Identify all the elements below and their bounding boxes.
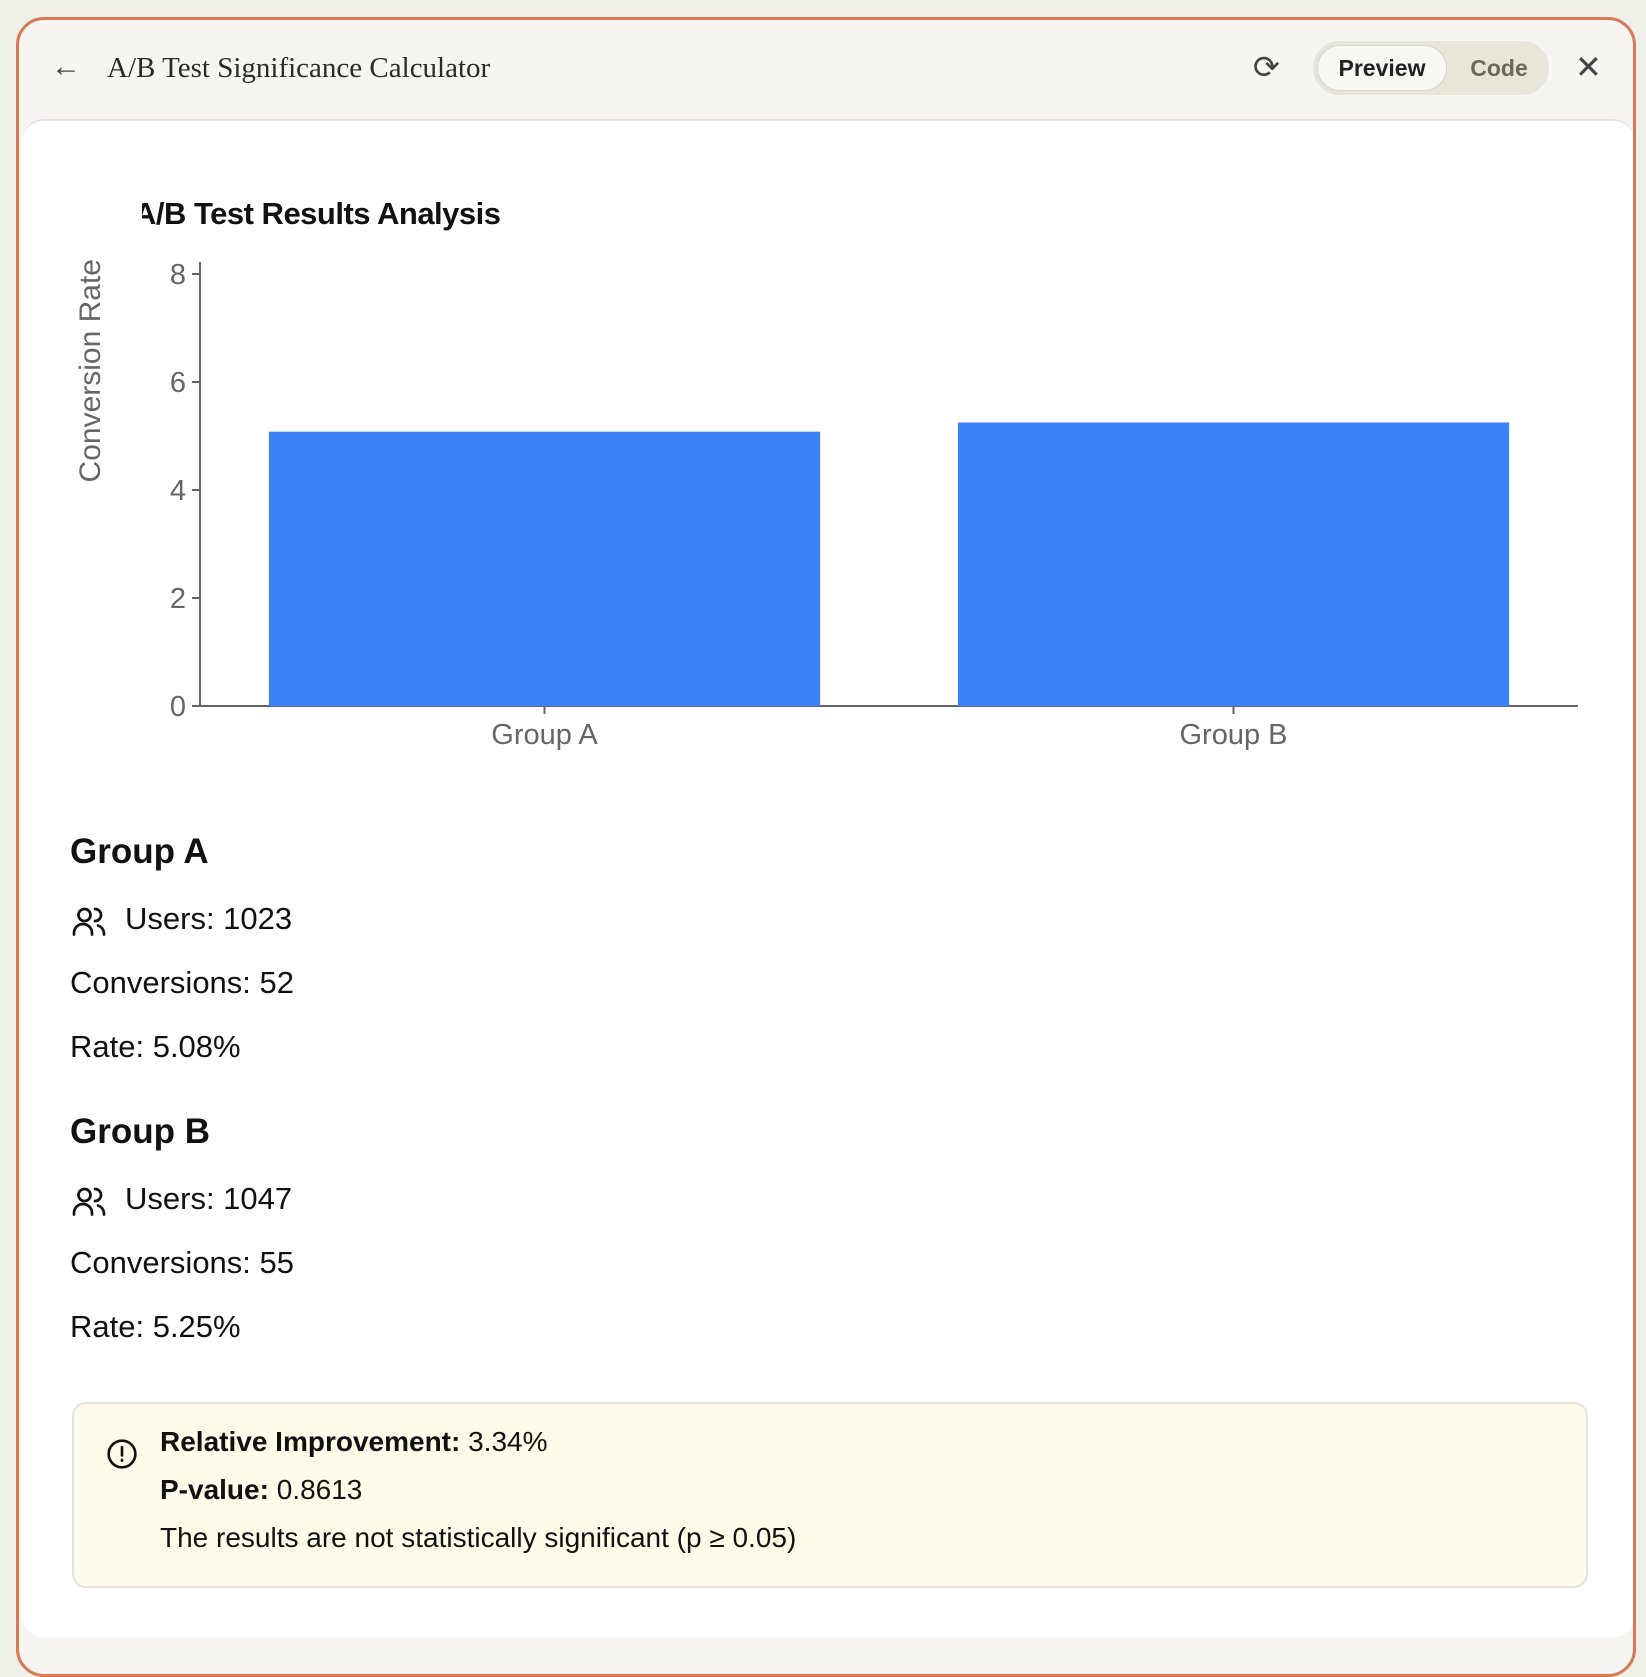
group-a-conversions: Conversions: 52 bbox=[70, 965, 295, 1000]
y-tick-label: 8 bbox=[170, 259, 186, 291]
result-alert: Relative Improvement: 3.34% P-value: 0.8… bbox=[72, 1402, 1588, 1588]
section-title: A/B Test Results Analysis bbox=[134, 196, 501, 231]
back-arrow-icon[interactable]: ← bbox=[51, 50, 81, 83]
window-title: A/B Test Significance Calculator bbox=[107, 52, 491, 84]
improvement-label: Relative Improvement: bbox=[160, 1426, 461, 1457]
improvement-value: 3.34% bbox=[460, 1426, 548, 1457]
group-b-rate: Rate: 5.25% bbox=[70, 1309, 241, 1344]
bar-group-b bbox=[957, 422, 1510, 706]
group-b-heading: Group B bbox=[70, 1112, 210, 1151]
significance-message: The results are not statistically signif… bbox=[160, 1522, 797, 1553]
alert-circle-icon bbox=[107, 1439, 137, 1469]
group-a-users: Users: 1023 bbox=[125, 901, 293, 936]
close-icon[interactable]: ✕ bbox=[1575, 49, 1602, 85]
refresh-icon[interactable]: ⟳ bbox=[1253, 49, 1280, 85]
artifact-window: ← A/B Test Significance Calculator ⟳ Pre… bbox=[16, 17, 1636, 1677]
content-card: A/B Test Results Analysis 0 2 4 6 8 Group A Gr… bbox=[22, 119, 1633, 1637]
users-icon bbox=[72, 1187, 106, 1216]
x-tick-label: Group B bbox=[1180, 719, 1288, 751]
y-tick-label: 2 bbox=[170, 583, 186, 615]
p-value-label: P-value: bbox=[160, 1474, 269, 1505]
y-tick-label: 6 bbox=[170, 367, 186, 399]
group-b-conversions: Conversions: 55 bbox=[70, 1245, 295, 1280]
p-value: P-value: 0.8613 bbox=[160, 1474, 362, 1506]
group-a-heading: Group A bbox=[70, 832, 209, 871]
preview-tab[interactable]: Preview bbox=[1317, 45, 1447, 91]
y-tick-label: 4 bbox=[170, 475, 186, 507]
x-tick-label: Group A bbox=[491, 719, 598, 751]
group-b-users: Users: 1047 bbox=[125, 1181, 293, 1216]
bar-group-a bbox=[268, 431, 821, 706]
code-tab[interactable]: Code bbox=[1470, 55, 1528, 81]
users-icon bbox=[72, 907, 106, 936]
group-a-rate: Rate: 5.08% bbox=[70, 1029, 241, 1064]
y-tick-label: 0 bbox=[170, 691, 186, 723]
relative-improvement: Relative Improvement: 3.34% bbox=[160, 1426, 548, 1458]
y-axis-label: Conversion Rate bbox=[74, 259, 107, 482]
bar-chart: 0 2 4 6 8 Group A Group B Conversion Rate bbox=[62, 121, 1578, 751]
p-value-value: 0.8613 bbox=[268, 1474, 363, 1505]
y-label-clip bbox=[62, 121, 142, 249]
